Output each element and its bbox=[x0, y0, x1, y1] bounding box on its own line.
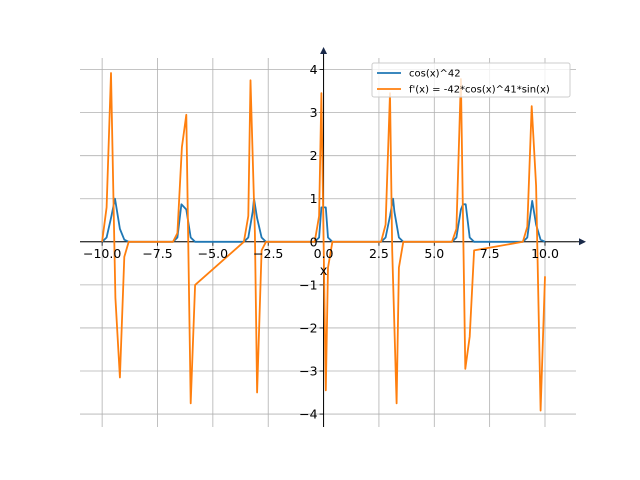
y-tick-label: 2 bbox=[310, 148, 318, 163]
legend-label-series-2: f'(x) = -42*cos(x)^41*sin(x) bbox=[409, 85, 550, 96]
y-tick-label: 1 bbox=[310, 191, 318, 206]
series-lines bbox=[101, 72, 546, 412]
x-axis-label: x bbox=[320, 264, 328, 279]
y-tick-label: −3 bbox=[299, 364, 317, 379]
x-tick-label: −2.5 bbox=[253, 246, 283, 261]
y-tick-label: 4 bbox=[310, 62, 318, 77]
y-tick-label: 3 bbox=[310, 105, 318, 120]
y-tick-label: −1 bbox=[299, 277, 317, 292]
x-tick-label: −5.0 bbox=[198, 246, 228, 261]
y-axis-arrow-icon bbox=[320, 47, 328, 54]
axes bbox=[80, 47, 586, 427]
tick-labels: −10.0 −7.5 −5.0 −2.5 0.0 2.5 5.0 7.5 10.0 −4 −3 −2 −… bbox=[83, 62, 559, 422]
x-tick-label: 0.0 bbox=[314, 246, 334, 261]
x-axis-arrow-icon bbox=[579, 238, 586, 246]
x-tick-label: 2.5 bbox=[369, 246, 389, 261]
legend: cos(x)^42 f'(x) = -42*cos(x)^41*sin(x) bbox=[371, 62, 571, 98]
y-tick-label: −4 bbox=[299, 407, 317, 422]
y-tick-label: 0 bbox=[310, 234, 318, 249]
series-line-2 bbox=[101, 72, 546, 412]
x-tick-label: 5.0 bbox=[424, 246, 444, 261]
y-tick-label: −2 bbox=[299, 320, 317, 335]
legend-box bbox=[371, 62, 571, 98]
x-tick-label: 7.5 bbox=[480, 246, 500, 261]
x-tick-label: −7.5 bbox=[142, 246, 172, 261]
legend-label-series-1: cos(x)^42 bbox=[409, 69, 461, 80]
x-tick-label: 10.0 bbox=[531, 246, 559, 261]
x-tick-label: −10.0 bbox=[83, 246, 121, 261]
